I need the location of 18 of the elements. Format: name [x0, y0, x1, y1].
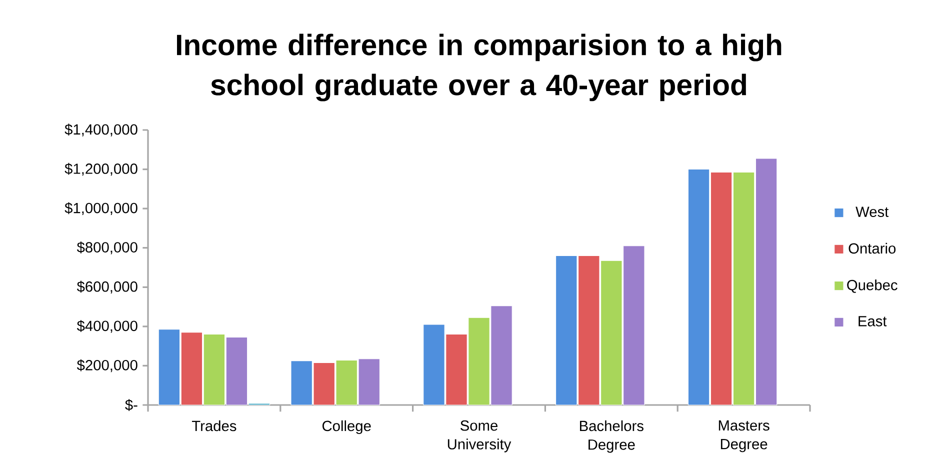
chart-title: Income difference in comparision to a high school graduate over a 40-year period	[177, 34, 782, 102]
legend-label: West	[856, 206, 889, 218]
y-tick-label: $1,400,000	[64, 124, 138, 136]
legend-label: Quebec	[847, 280, 898, 293]
x-tick-label: Trades	[192, 420, 236, 432]
y-tick-label: $400,000	[76, 320, 138, 333]
y-tick-label: $-	[125, 399, 138, 411]
y-tick-label: $1,200,000	[64, 162, 138, 176]
y-tick-label: $600,000	[76, 280, 138, 294]
y-tick-label: $800,000	[76, 241, 138, 254]
x-tick-label: Masters Degree	[718, 420, 770, 452]
y-tick-label: $1,000,000	[64, 202, 138, 215]
x-tick-label: College	[322, 420, 371, 434]
legend-label: East	[858, 316, 887, 326]
y-tick-label: $200,000	[76, 359, 138, 372]
x-tick-label: Bachelors Degree	[580, 420, 644, 453]
x-tick-label: Some University	[448, 420, 512, 452]
legend-label: Ontario	[848, 242, 896, 254]
